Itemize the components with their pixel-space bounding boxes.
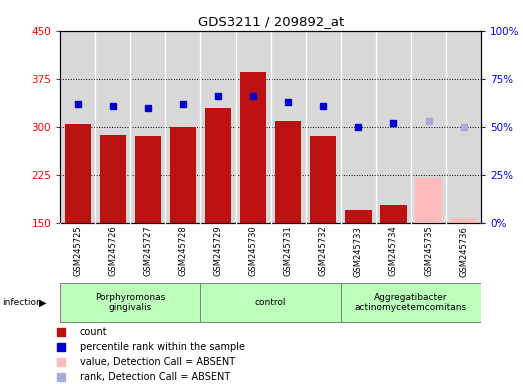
Bar: [345, 210, 371, 223]
Title: GDS3211 / 209892_at: GDS3211 / 209892_at: [198, 15, 344, 28]
Text: control: control: [255, 298, 287, 307]
Bar: [205, 108, 231, 223]
FancyBboxPatch shape: [60, 283, 200, 322]
Text: count: count: [79, 327, 107, 337]
Bar: [380, 205, 406, 223]
FancyBboxPatch shape: [341, 283, 481, 322]
Text: GSM245730: GSM245730: [248, 226, 258, 276]
Text: GSM245729: GSM245729: [213, 226, 222, 276]
Bar: [275, 121, 301, 223]
Text: Aggregatibacter
actinomycetemcomitans: Aggregatibacter actinomycetemcomitans: [355, 293, 467, 312]
Text: GSM245735: GSM245735: [424, 226, 433, 276]
Text: rank, Detection Call = ABSENT: rank, Detection Call = ABSENT: [79, 372, 230, 382]
Text: ▶: ▶: [39, 297, 47, 308]
Text: GSM245731: GSM245731: [283, 226, 293, 276]
Text: GSM245727: GSM245727: [143, 226, 152, 276]
Text: value, Detection Call = ABSENT: value, Detection Call = ABSENT: [79, 357, 235, 367]
Bar: [240, 72, 266, 223]
Text: GSM245728: GSM245728: [178, 226, 187, 276]
Bar: [450, 218, 477, 223]
Bar: [99, 135, 126, 223]
Text: GSM245726: GSM245726: [108, 226, 117, 276]
Text: GSM245725: GSM245725: [73, 226, 82, 276]
Bar: [135, 136, 161, 223]
Text: infection: infection: [3, 298, 42, 307]
Bar: [64, 124, 91, 223]
Text: GSM245736: GSM245736: [459, 226, 468, 276]
Bar: [415, 178, 442, 223]
Text: GSM245732: GSM245732: [319, 226, 328, 276]
Text: Porphyromonas
gingivalis: Porphyromonas gingivalis: [95, 293, 165, 312]
Text: GSM245734: GSM245734: [389, 226, 398, 276]
FancyBboxPatch shape: [200, 283, 341, 322]
Text: percentile rank within the sample: percentile rank within the sample: [79, 342, 245, 352]
Bar: [310, 136, 336, 223]
Bar: [170, 127, 196, 223]
Text: GSM245733: GSM245733: [354, 226, 363, 276]
